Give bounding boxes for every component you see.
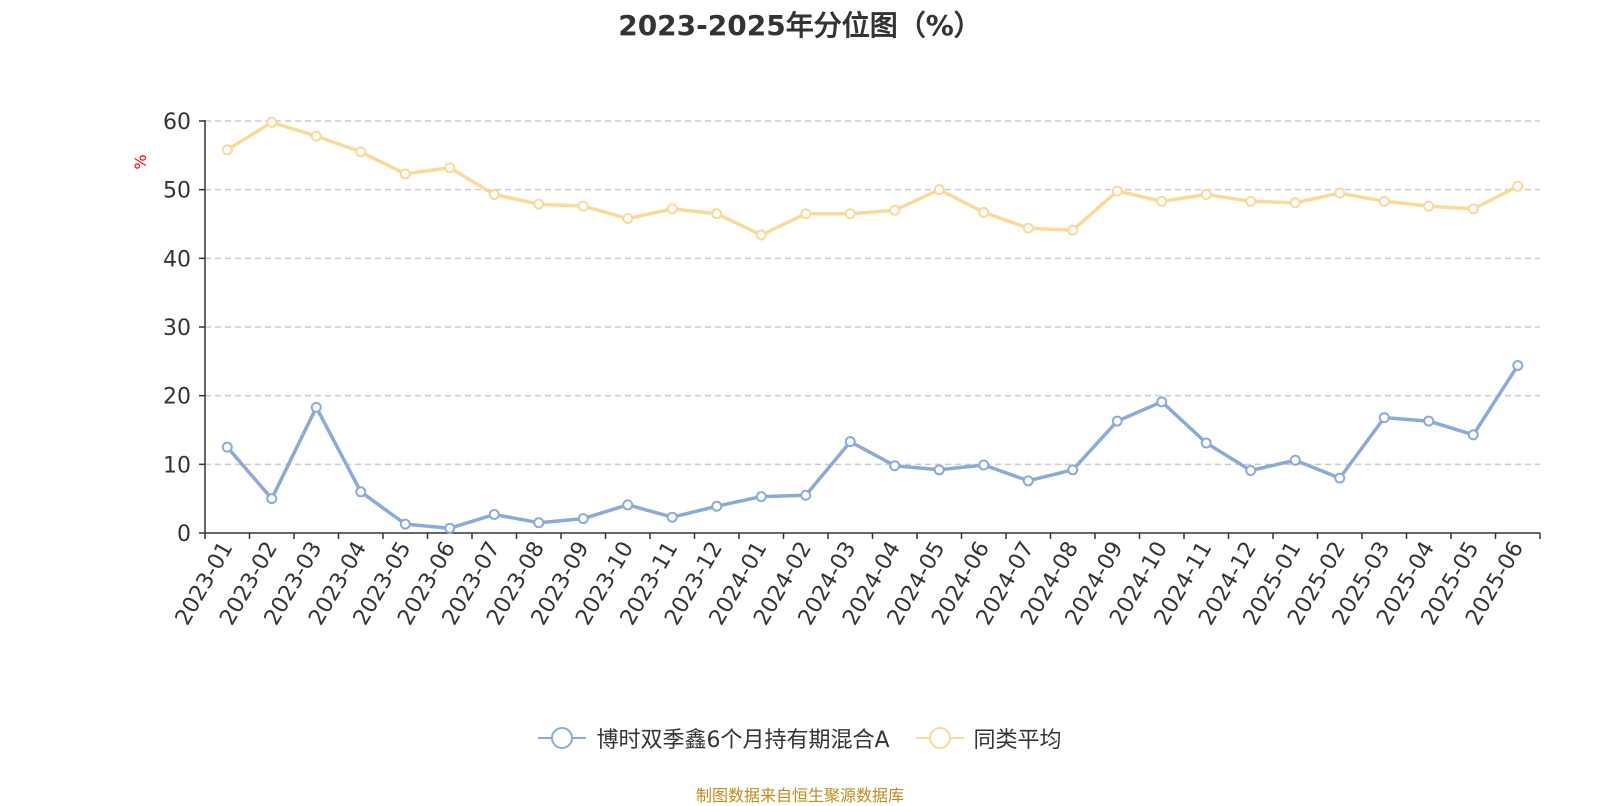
data-point bbox=[755, 229, 767, 241]
data-point bbox=[800, 489, 812, 501]
data-point bbox=[933, 184, 945, 196]
data-point bbox=[221, 441, 233, 453]
data-point bbox=[266, 493, 278, 505]
data-point bbox=[577, 513, 589, 525]
data-point bbox=[444, 522, 456, 534]
data-point bbox=[1378, 195, 1390, 207]
legend-item-2[interactable]: 同类平均 bbox=[915, 722, 1062, 754]
data-point bbox=[533, 517, 545, 529]
data-point bbox=[844, 436, 856, 448]
y-tick-label: 0 bbox=[177, 522, 191, 547]
data-point bbox=[622, 499, 634, 511]
series-line-2 bbox=[226, 120, 1519, 237]
data-point bbox=[1423, 200, 1435, 212]
data-point bbox=[488, 508, 500, 520]
legend: 博时双季鑫6个月持有期混合A 同类平均 bbox=[0, 722, 1600, 754]
legend-marker-icon bbox=[538, 727, 587, 749]
data-point bbox=[1067, 464, 1079, 476]
series-line-1 bbox=[225, 364, 1520, 530]
data-point bbox=[1467, 429, 1479, 441]
data-point bbox=[800, 208, 812, 220]
legend-label: 博时双季鑫6个月持有期混合A bbox=[596, 728, 890, 753]
data-point bbox=[711, 500, 723, 512]
legend-item-1[interactable]: 博时双季鑫6个月持有期混合A bbox=[538, 722, 890, 754]
data-point bbox=[1111, 185, 1123, 197]
data-point bbox=[622, 213, 634, 225]
data-point bbox=[266, 116, 278, 128]
y-tick-label: 20 bbox=[163, 385, 191, 410]
chart-title: 2023-2025年分位图（%） bbox=[618, 9, 982, 42]
data-point bbox=[933, 464, 945, 476]
data-point bbox=[399, 168, 411, 180]
data-point bbox=[666, 203, 678, 215]
data-point bbox=[1467, 203, 1479, 215]
data-point bbox=[1200, 437, 1212, 449]
data-point bbox=[889, 460, 901, 472]
data-point bbox=[1334, 472, 1346, 484]
axis-layer: 0102030405060%2023-012023-022023-032023-… bbox=[131, 110, 1541, 630]
data-point bbox=[488, 188, 500, 200]
y-tick-label: 60 bbox=[163, 110, 191, 135]
data-point bbox=[1423, 415, 1435, 427]
data-point bbox=[533, 198, 545, 210]
y-tick-label: 10 bbox=[163, 453, 191, 478]
data-point bbox=[577, 200, 589, 212]
grid-layer bbox=[205, 120, 1540, 466]
data-point bbox=[711, 208, 723, 220]
data-point bbox=[1289, 197, 1301, 209]
y-tick-label: 50 bbox=[163, 179, 191, 204]
data-point bbox=[310, 401, 322, 413]
data-point bbox=[1245, 195, 1257, 207]
legend-marker-icon bbox=[915, 727, 964, 749]
data-point bbox=[1156, 195, 1168, 207]
data-point bbox=[1334, 187, 1346, 199]
data-point bbox=[844, 208, 856, 220]
data-point bbox=[1378, 412, 1390, 424]
y-axis-unit-label: % bbox=[131, 154, 150, 169]
data-point bbox=[1245, 465, 1257, 477]
data-point bbox=[1512, 359, 1524, 371]
data-point bbox=[355, 486, 367, 498]
data-point bbox=[755, 491, 767, 503]
data-point bbox=[666, 511, 678, 523]
data-point bbox=[1067, 224, 1079, 236]
data-point bbox=[1022, 222, 1034, 234]
series-layer bbox=[221, 116, 1524, 534]
data-point bbox=[889, 204, 901, 216]
data-point bbox=[1022, 475, 1034, 487]
y-tick-label: 30 bbox=[163, 316, 191, 341]
data-point bbox=[310, 130, 322, 142]
data-point bbox=[978, 459, 990, 471]
data-point bbox=[355, 146, 367, 158]
data-point bbox=[978, 206, 990, 218]
data-point bbox=[1289, 454, 1301, 466]
data-point bbox=[1200, 188, 1212, 200]
y-tick-label: 40 bbox=[163, 247, 191, 272]
legend-label: 同类平均 bbox=[973, 728, 1062, 753]
data-point bbox=[1111, 415, 1123, 427]
data-point bbox=[399, 518, 411, 530]
data-point bbox=[1156, 396, 1168, 408]
data-point bbox=[221, 144, 233, 156]
data-point bbox=[1512, 180, 1524, 192]
data-point bbox=[444, 162, 456, 174]
data-source-note: 制图数据来自恒生聚源数据库 bbox=[695, 786, 904, 805]
